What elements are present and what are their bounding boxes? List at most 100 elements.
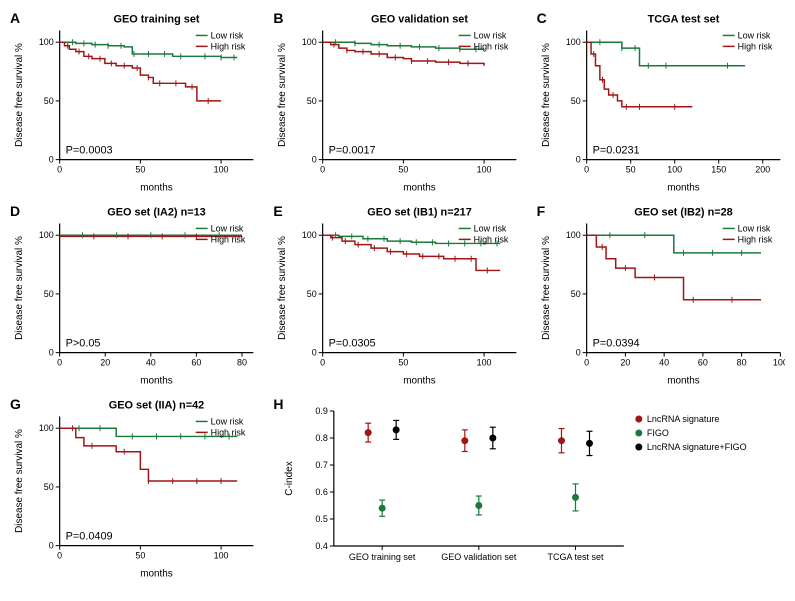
svg-text:50: 50	[625, 165, 635, 175]
legend-high: High risk	[211, 234, 246, 244]
svg-text:0: 0	[321, 358, 326, 368]
svg-text:50: 50	[399, 165, 409, 175]
panel-letter: G	[10, 396, 21, 412]
km-chart: 050100050100GEO set (IB1) n=217monthsDis…	[273, 203, 521, 388]
legend-high: High risk	[211, 41, 246, 51]
svg-text:50: 50	[44, 96, 54, 106]
x-axis-label: months	[667, 375, 700, 386]
svg-text:50: 50	[307, 289, 317, 299]
panel-letter: F	[537, 203, 546, 219]
km-chart: 050100050100GEO validation setmonthsDise…	[273, 10, 521, 195]
legend-item: LncRNA signature	[647, 414, 720, 424]
km-chart: 020406080050100GEO set (IA2) n=13monthsD…	[10, 203, 258, 388]
svg-text:100: 100	[565, 230, 580, 240]
svg-text:80: 80	[736, 358, 746, 368]
panel-g: G050100050100GEO set (IIA) n=42monthsDis…	[10, 396, 258, 581]
p-value: P=0.0394	[592, 338, 639, 350]
svg-text:0.5: 0.5	[316, 514, 329, 524]
p-value: P=0.0305	[329, 338, 376, 350]
legend-item: FIGO	[647, 428, 669, 438]
y-axis-label: Disease free survival %	[277, 43, 288, 147]
legend-low: Low risk	[211, 30, 244, 40]
legend-high: High risk	[474, 234, 509, 244]
svg-text:0.6: 0.6	[316, 487, 329, 497]
svg-text:0: 0	[321, 165, 326, 175]
legend-item: LncRNA signature+FIGO	[647, 442, 747, 452]
chart-title: GEO set (IB1) n=217	[368, 207, 473, 219]
svg-text:0: 0	[49, 541, 54, 551]
y-axis-label: Disease free survival %	[14, 43, 25, 147]
legend-low: Low risk	[474, 30, 507, 40]
svg-text:0: 0	[584, 358, 589, 368]
legend-low: Low risk	[211, 416, 244, 426]
svg-text:50: 50	[399, 358, 409, 368]
figure-grid: A050100050100GEO training setmonthsDisea…	[10, 10, 785, 581]
panel-a: A050100050100GEO training setmonthsDisea…	[10, 10, 258, 195]
legend-low: Low risk	[737, 223, 770, 233]
panel-b: B050100050100GEO validation setmonthsDis…	[273, 10, 521, 195]
svg-text:100: 100	[39, 230, 54, 240]
svg-text:20: 20	[620, 358, 630, 368]
svg-text:100: 100	[773, 358, 785, 368]
chart-title: GEO set (IIA) n=42	[109, 400, 204, 412]
svg-text:20: 20	[100, 358, 110, 368]
cindex-chart: 0.40.50.60.70.80.9GEO training setGEO va…	[273, 396, 785, 581]
legend-low: Low risk	[211, 223, 244, 233]
p-value: P=0.0017	[329, 145, 376, 157]
svg-text:60: 60	[191, 358, 201, 368]
panel-d: D020406080050100GEO set (IA2) n=13months…	[10, 203, 258, 388]
panel-letter: B	[273, 10, 283, 26]
svg-text:50: 50	[570, 289, 580, 299]
svg-text:0: 0	[584, 165, 589, 175]
y-axis-label: C-index	[284, 461, 295, 495]
svg-text:50: 50	[135, 551, 145, 561]
chart-title: GEO training set	[113, 14, 199, 26]
legend-high: High risk	[211, 427, 246, 437]
panel-letter: E	[273, 203, 282, 219]
x-axis-label: months	[140, 568, 173, 579]
panel-letter: D	[10, 203, 20, 219]
km-chart: 020406080100050100GEO set (IB2) n=28mont…	[537, 203, 785, 388]
y-axis-label: Disease free survival %	[14, 429, 25, 533]
svg-text:0: 0	[575, 155, 580, 165]
svg-text:50: 50	[44, 289, 54, 299]
svg-text:0: 0	[57, 358, 62, 368]
km-chart: 050100150200050100TCGA test setmonthsDis…	[537, 10, 785, 195]
svg-text:150: 150	[711, 165, 726, 175]
svg-text:100: 100	[214, 165, 229, 175]
svg-text:80: 80	[237, 358, 247, 368]
svg-text:100: 100	[39, 423, 54, 433]
chart-title: GEO set (IA2) n=13	[107, 207, 206, 219]
svg-text:GEO training set: GEO training set	[349, 552, 416, 562]
svg-text:50: 50	[570, 96, 580, 106]
legend-low: Low risk	[474, 223, 507, 233]
svg-text:0.8: 0.8	[316, 433, 329, 443]
svg-text:50: 50	[307, 96, 317, 106]
y-axis-label: Disease free survival %	[541, 43, 552, 147]
svg-text:100: 100	[667, 165, 682, 175]
x-axis-label: months	[140, 182, 173, 193]
svg-text:TCGA test set: TCGA test set	[548, 552, 605, 562]
p-value: P=0.0003	[66, 145, 113, 157]
panel-f: F020406080100050100GEO set (IB2) n=28mon…	[537, 203, 785, 388]
chart-title: GEO validation set	[371, 14, 468, 26]
svg-text:100: 100	[39, 37, 54, 47]
y-axis-label: Disease free survival %	[277, 236, 288, 340]
x-axis-label: months	[667, 182, 700, 193]
svg-text:0: 0	[57, 551, 62, 561]
svg-text:0.9: 0.9	[316, 406, 329, 416]
svg-text:40: 40	[659, 358, 669, 368]
svg-text:GEO validation set: GEO validation set	[442, 552, 518, 562]
legend-high: High risk	[474, 41, 509, 51]
chart-title: TCGA test set	[647, 14, 719, 26]
panel-c: C050100150200050100TCGA test setmonthsDi…	[537, 10, 785, 195]
svg-text:100: 100	[565, 37, 580, 47]
x-axis-label: months	[404, 182, 437, 193]
panel-letter: H	[273, 396, 283, 412]
panel-letter: C	[537, 10, 547, 26]
p-value: P=0.0409	[66, 531, 113, 543]
svg-text:0: 0	[575, 348, 580, 358]
svg-text:0: 0	[312, 348, 317, 358]
legend-low: Low risk	[737, 30, 770, 40]
svg-text:40: 40	[146, 358, 156, 368]
